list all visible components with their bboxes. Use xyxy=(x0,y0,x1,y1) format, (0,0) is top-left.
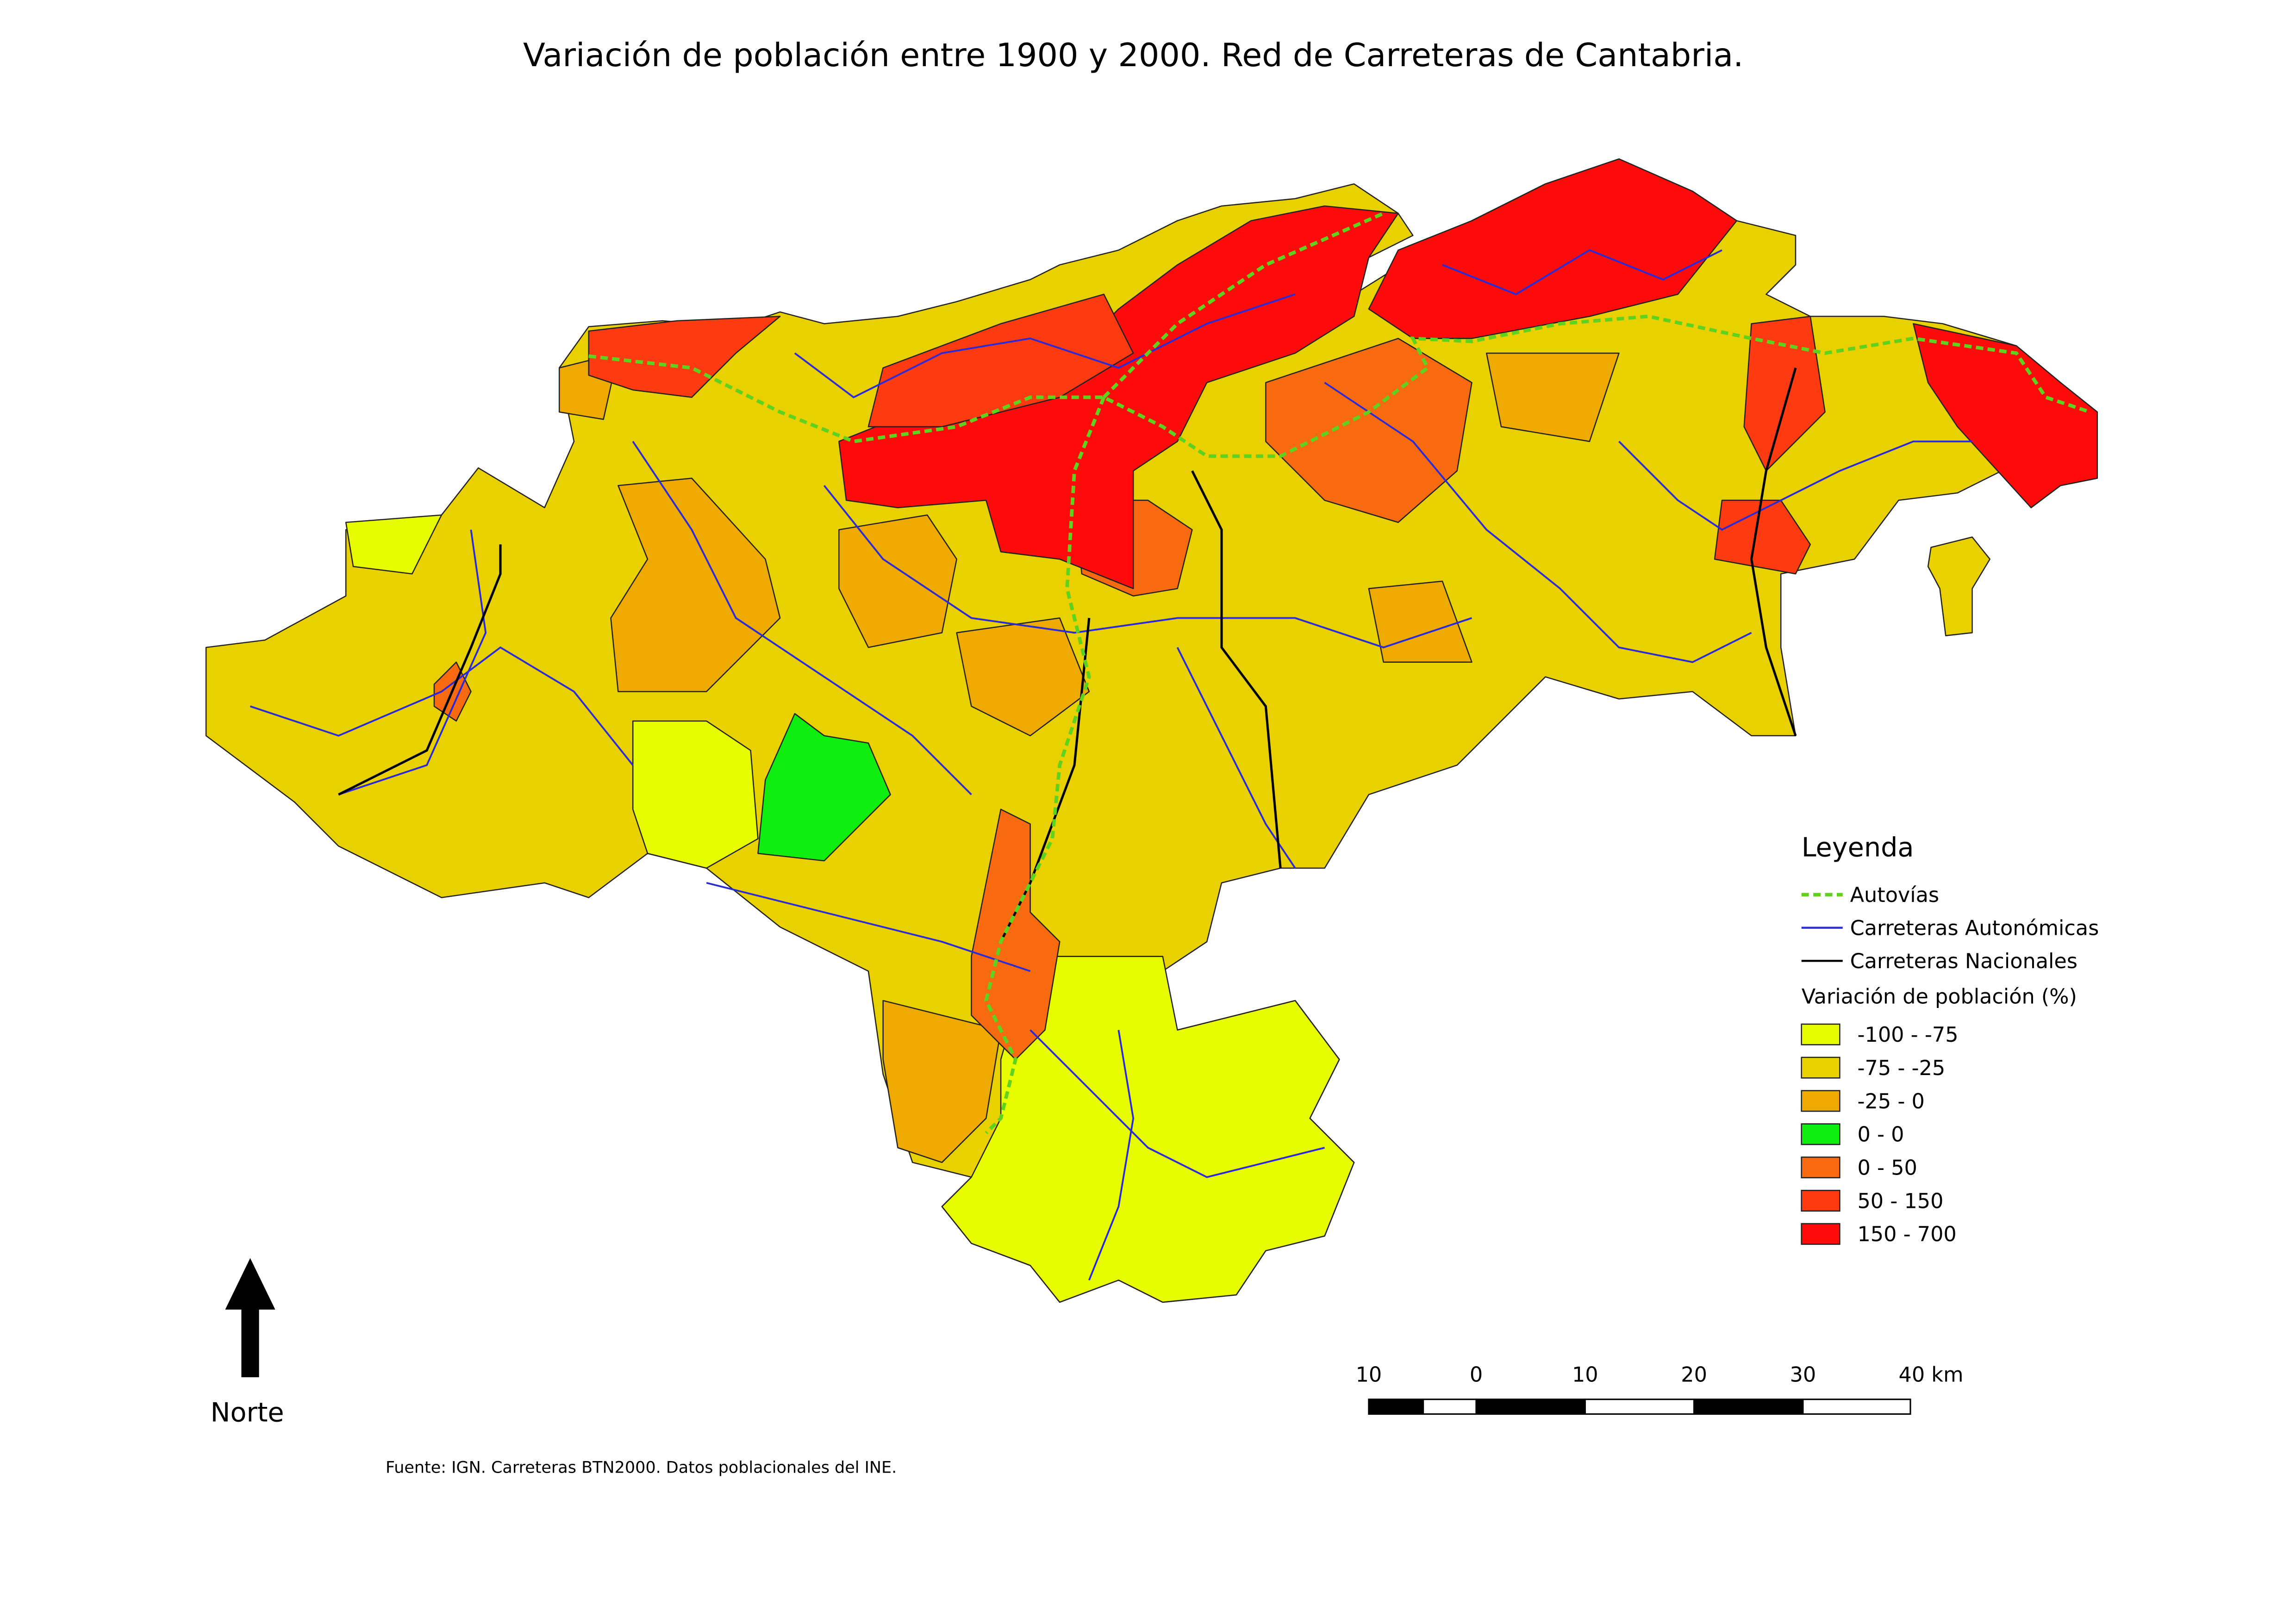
scale-label: 30 xyxy=(1790,1363,1816,1387)
region xyxy=(838,514,957,648)
legend-line-label: Autovías xyxy=(1850,883,1939,907)
legend-class-label: 0 - 50 xyxy=(1858,1157,1917,1180)
roads xyxy=(250,211,2091,1281)
region xyxy=(1265,338,1472,523)
legend-class-swatch xyxy=(1801,1057,1841,1079)
legend-title: Leyenda xyxy=(1802,832,1914,863)
legend-classes-title: Variación de población (%) xyxy=(1802,985,2077,1008)
scale-label: 10 xyxy=(1356,1363,1382,1387)
region xyxy=(971,808,1061,1060)
scale-label: 20 xyxy=(1681,1363,1707,1387)
region xyxy=(345,514,443,575)
source-note: Fuente: IGN. Carreteras BTN2000. Datos p… xyxy=(386,1459,897,1477)
scale-label: 0 xyxy=(1470,1363,1483,1387)
region xyxy=(956,617,1090,737)
legend: Leyenda Variación de población (%) Autov… xyxy=(1801,832,2099,1246)
motorway xyxy=(984,397,1106,1134)
legend-class-label: -100 - -75 xyxy=(1858,1023,1959,1047)
regional-road xyxy=(1088,1030,1135,1281)
region xyxy=(588,316,781,398)
scale-segment xyxy=(1368,1399,1424,1415)
region xyxy=(941,956,1355,1303)
scale-bar: 10 0 10 20 30 40 km xyxy=(1356,1363,1964,1415)
legend-class-swatch xyxy=(1801,1090,1841,1112)
legend-class-label: -75 - -25 xyxy=(1858,1057,1946,1080)
legend-class-swatch xyxy=(1801,1223,1841,1245)
region xyxy=(1368,580,1472,663)
region xyxy=(1743,316,1826,472)
legend-class-swatch xyxy=(1801,1157,1841,1179)
regional-road xyxy=(632,441,972,796)
motorway xyxy=(588,314,2091,458)
regional-road xyxy=(1029,1029,1325,1178)
north-arrow-shape xyxy=(225,1258,275,1378)
scale-label: 40 km xyxy=(1899,1363,1964,1387)
legend-class-swatch xyxy=(1801,1189,1841,1212)
north-label: Norte xyxy=(211,1397,284,1428)
region xyxy=(610,478,781,692)
scale-label: 10 xyxy=(1572,1363,1598,1387)
regional-road xyxy=(1324,382,1752,663)
legend-class-label: 0 - 0 xyxy=(1858,1123,1904,1147)
north-arrow: Norte xyxy=(211,1258,284,1428)
legend-class-swatch xyxy=(1801,1123,1841,1145)
legend-class-swatch xyxy=(1801,1023,1841,1045)
regional-road xyxy=(794,293,1296,398)
region xyxy=(1714,499,1811,575)
legend-line-label: Carreteras Autonómicas xyxy=(1850,917,2099,940)
regional-road xyxy=(1442,249,1722,296)
motorway xyxy=(1102,211,1385,399)
legend-class-label: -25 - 0 xyxy=(1858,1090,1925,1113)
national-road xyxy=(338,544,502,796)
region xyxy=(757,713,891,862)
national-road xyxy=(1750,367,1797,736)
regional-road xyxy=(1618,440,1972,531)
region xyxy=(1927,536,1990,636)
regional-road xyxy=(1176,647,1296,869)
regional-road xyxy=(250,646,634,766)
region xyxy=(867,293,1134,428)
regional-road xyxy=(706,882,1031,972)
region xyxy=(632,720,759,869)
scale-segment xyxy=(1693,1399,1804,1415)
regional-road xyxy=(824,485,1472,648)
legend-class-label: 150 - 700 xyxy=(1858,1223,1957,1246)
map xyxy=(205,158,2098,1303)
scale-segment xyxy=(1584,1399,1695,1415)
scale-segment xyxy=(1802,1399,1911,1415)
region xyxy=(1486,352,1620,442)
national-road xyxy=(1191,470,1282,869)
scale-segment xyxy=(1475,1399,1586,1415)
scale-segment xyxy=(1422,1399,1477,1415)
region xyxy=(1913,323,2098,509)
map-title: Variación de población entre 1900 y 2000… xyxy=(523,37,1743,74)
legend-line-label: Carreteras Nacionales xyxy=(1850,950,2078,973)
regional-road xyxy=(338,529,487,796)
legend-class-label: 50 - 150 xyxy=(1858,1189,1944,1213)
